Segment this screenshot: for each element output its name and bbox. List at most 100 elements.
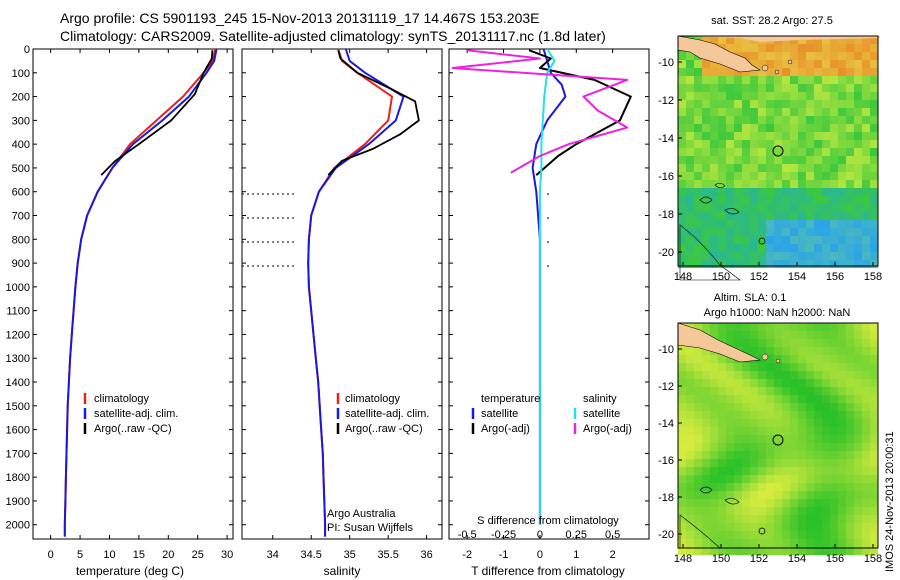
map-cell bbox=[782, 204, 790, 212]
map-cell bbox=[838, 172, 846, 180]
map-cell bbox=[702, 539, 710, 547]
map-cell bbox=[854, 331, 862, 339]
y-tick-label: 1400 bbox=[6, 377, 30, 389]
map-x-tick-label: 150 bbox=[712, 553, 730, 565]
map-cell bbox=[862, 387, 870, 395]
map-cell bbox=[798, 108, 806, 116]
reef-outline bbox=[699, 486, 713, 494]
y-tick-label: 100 bbox=[12, 68, 30, 80]
map-cell bbox=[678, 355, 686, 363]
map-cell bbox=[694, 451, 702, 459]
map-cell bbox=[862, 220, 870, 228]
map-cell bbox=[742, 108, 750, 116]
map-cell bbox=[790, 467, 798, 475]
map-cell bbox=[822, 379, 830, 387]
map-cell bbox=[854, 531, 862, 539]
map-cell bbox=[694, 379, 702, 387]
map-cell bbox=[846, 443, 854, 451]
map-cell bbox=[782, 443, 790, 451]
map-cell bbox=[790, 188, 798, 196]
map-cell bbox=[790, 395, 798, 403]
map-cell bbox=[782, 547, 790, 555]
map-cell bbox=[846, 196, 854, 204]
map-cell bbox=[774, 411, 782, 419]
map-cell bbox=[814, 339, 822, 347]
map-cell bbox=[718, 244, 726, 252]
map-cell bbox=[686, 188, 694, 196]
map-cell bbox=[790, 339, 798, 347]
map-cell bbox=[734, 108, 742, 116]
map-cell bbox=[758, 212, 766, 220]
map-cell bbox=[742, 371, 750, 379]
map-cell bbox=[718, 252, 726, 260]
map-cell bbox=[742, 76, 750, 84]
map-cell bbox=[870, 68, 878, 76]
map-cell bbox=[694, 499, 702, 507]
map-cell bbox=[742, 220, 750, 228]
map-cell bbox=[766, 220, 774, 228]
map-cell bbox=[822, 68, 830, 76]
map-cell bbox=[710, 331, 718, 339]
map-cell bbox=[830, 323, 838, 331]
map-cell bbox=[806, 236, 814, 244]
map-cell bbox=[774, 44, 782, 52]
map-cell bbox=[830, 44, 838, 52]
map-cell bbox=[870, 132, 878, 140]
map-cell bbox=[686, 148, 694, 156]
map-cell bbox=[814, 156, 822, 164]
map-cell bbox=[806, 323, 814, 331]
map-cell bbox=[846, 180, 854, 188]
top-tick-label: 0.25 bbox=[566, 529, 587, 541]
map-cell bbox=[798, 68, 806, 76]
map-cell bbox=[758, 451, 766, 459]
map-cell bbox=[710, 164, 718, 172]
map-cell bbox=[806, 60, 814, 68]
map-cell bbox=[862, 172, 870, 180]
map-cell bbox=[862, 427, 870, 435]
map-cell bbox=[686, 459, 694, 467]
map-cell bbox=[726, 188, 734, 196]
map-cell bbox=[806, 427, 814, 435]
map-cell bbox=[854, 403, 862, 411]
map-cell bbox=[838, 363, 846, 371]
map-cell bbox=[806, 116, 814, 124]
map-cell bbox=[814, 547, 822, 555]
map-cell bbox=[862, 60, 870, 68]
map-cell bbox=[830, 76, 838, 84]
map-cell bbox=[814, 148, 822, 156]
map-cell bbox=[822, 387, 830, 395]
map-cell bbox=[846, 36, 854, 44]
map-cell bbox=[734, 411, 742, 419]
map-cell bbox=[846, 92, 854, 100]
map-cell bbox=[830, 523, 838, 531]
map-cell bbox=[814, 44, 822, 52]
map-cell bbox=[798, 244, 806, 252]
map-cell bbox=[870, 371, 878, 379]
map-cell bbox=[782, 331, 790, 339]
map-cell bbox=[710, 531, 718, 539]
map-cell bbox=[862, 260, 870, 268]
legend-t-satellite: satellite bbox=[481, 408, 518, 420]
map-cell bbox=[694, 363, 702, 371]
map-cell bbox=[806, 347, 814, 355]
series-line-salinity-satellite bbox=[538, 48, 556, 525]
map-cell bbox=[846, 220, 854, 228]
map-cell bbox=[774, 236, 782, 244]
map-cell bbox=[790, 228, 798, 236]
map-cell bbox=[710, 523, 718, 531]
map-cell bbox=[750, 515, 758, 523]
x-tick-label: 1 bbox=[573, 549, 579, 561]
map-cell bbox=[742, 196, 750, 204]
map-cell bbox=[742, 212, 750, 220]
map-cell bbox=[678, 395, 686, 403]
map-cell bbox=[838, 347, 846, 355]
map-cell bbox=[686, 76, 694, 84]
map-y-tick-label: -10 bbox=[658, 344, 674, 356]
map-cell bbox=[694, 164, 702, 172]
map-cell bbox=[806, 419, 814, 427]
map-cell bbox=[790, 515, 798, 523]
map-cell bbox=[734, 132, 742, 140]
map-y-tick-label: -12 bbox=[658, 381, 674, 393]
map-cell bbox=[798, 236, 806, 244]
map-cell bbox=[782, 196, 790, 204]
